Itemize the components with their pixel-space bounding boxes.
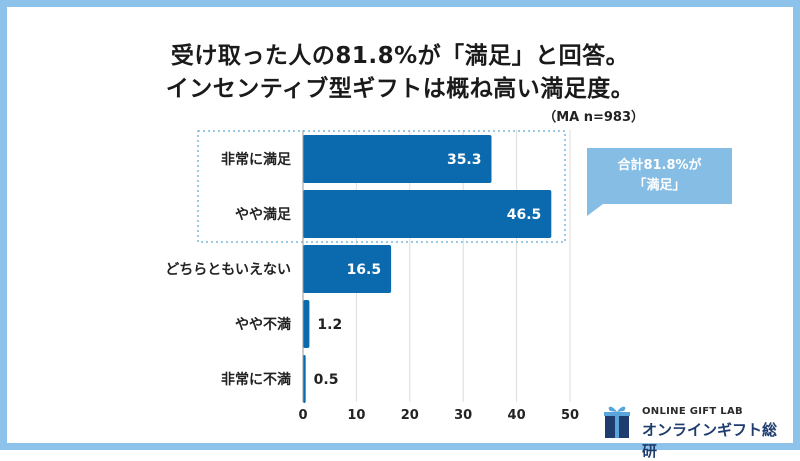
value-label-5: 0.5 <box>314 372 339 388</box>
callout-box: 合計81.8%が 「満足」 <box>587 148 732 204</box>
callout-line-2: 「満足」 <box>633 178 686 193</box>
x-tick-label-0: 0 <box>298 408 307 423</box>
category-label-4: やや不満 <box>235 316 291 333</box>
callout-line-1: 合計81.8%が <box>617 158 702 173</box>
value-label-4: 1.2 <box>317 317 342 333</box>
bar-3 <box>303 245 392 293</box>
category-label-2: やや満足 <box>235 206 292 223</box>
highlight-box <box>197 130 566 243</box>
title-line-2: インセンティブ型ギフトは概ね高い満足度。 <box>165 76 635 102</box>
logo-top-text: ONLINE GIFT LAB <box>642 406 743 417</box>
bar-2 <box>303 190 552 238</box>
category-label-3: どちらともいえない <box>165 262 291 278</box>
bar-chart: 非常に満足 35.3 やや満足 46.5 どちらともいえない 16.5 やや不満 1.2 非常に… <box>165 130 579 423</box>
logo-bottom-text: オンラインギフト総研 <box>642 421 778 460</box>
bar-4 <box>303 300 310 348</box>
gift-icon <box>604 406 630 438</box>
category-label-1: 非常に満足 <box>221 151 292 168</box>
logo: ONLINE GIFT LAB オンラインギフト総研 <box>604 402 784 460</box>
category-label-5: 非常に不満 <box>221 371 291 388</box>
callout-tail <box>587 204 603 216</box>
title-line-1: 受け取った人の81.8%が「満足」と回答。 <box>170 43 630 69</box>
x-tick-label-4: 40 <box>508 408 526 423</box>
value-label-2: 46.5 <box>507 207 542 223</box>
bar-1 <box>303 135 492 183</box>
sample-size-note: （MA n=983） <box>543 110 644 125</box>
x-tick-label-1: 10 <box>347 408 365 423</box>
x-tick-label-2: 20 <box>401 408 419 423</box>
x-tick-label-3: 30 <box>454 408 472 423</box>
value-label-1: 35.3 <box>447 152 482 168</box>
bar-5 <box>303 355 306 403</box>
x-tick-label-5: 50 <box>561 408 579 423</box>
frame-border <box>0 0 800 450</box>
value-label-3: 16.5 <box>347 262 382 278</box>
chart-title: 受け取った人の81.8%が「満足」と回答。 インセンティブ型ギフトは概ね高い満足… <box>0 40 800 106</box>
